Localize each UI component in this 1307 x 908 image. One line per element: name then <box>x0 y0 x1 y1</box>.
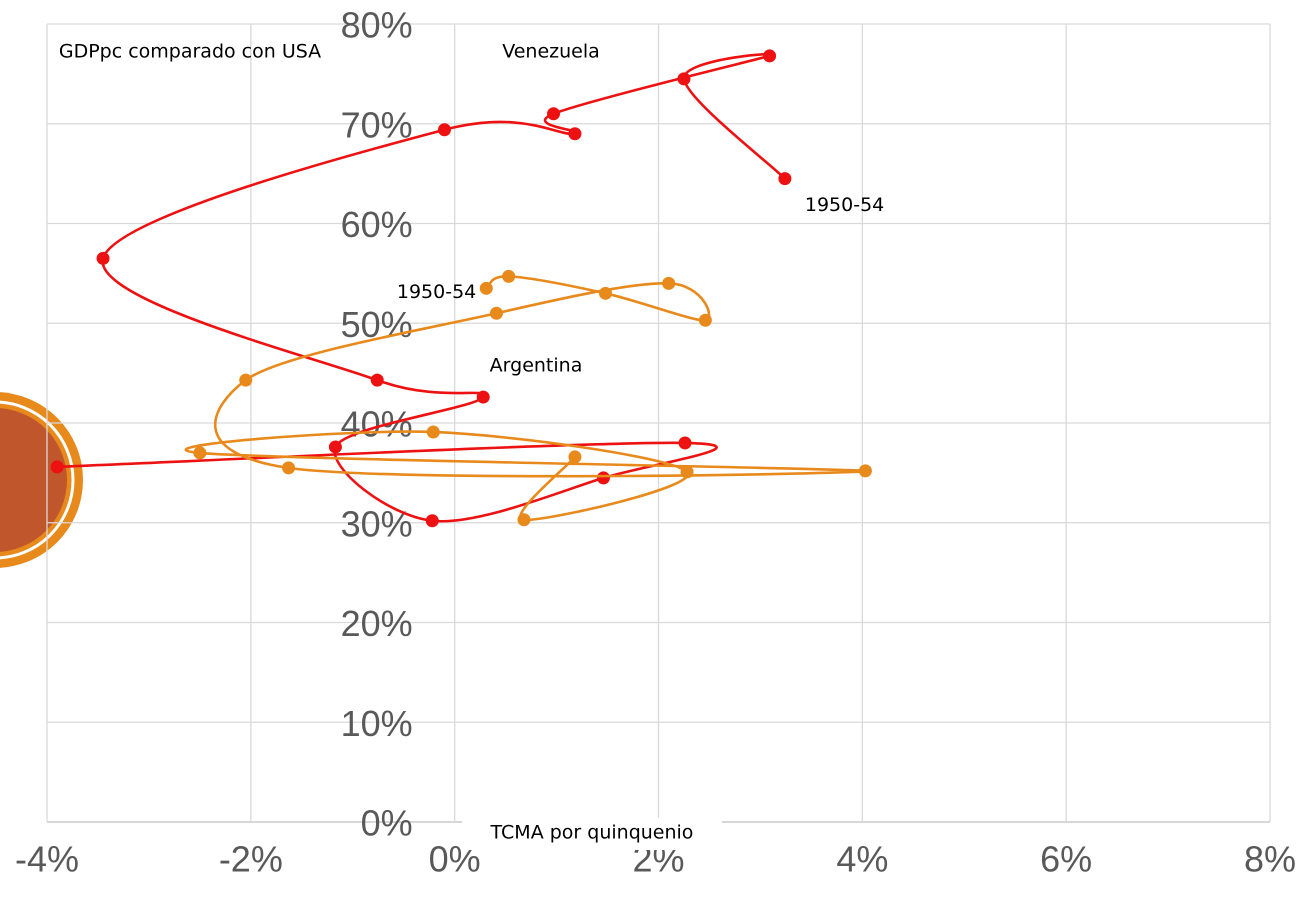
point <box>50 460 64 474</box>
point <box>568 127 582 141</box>
point <box>547 107 561 121</box>
x-tick-label: -4% <box>15 839 79 880</box>
point <box>698 313 712 327</box>
point <box>763 49 777 63</box>
point <box>502 269 516 283</box>
series-label: Venezuela <box>502 41 600 63</box>
point <box>426 425 440 439</box>
point <box>858 464 872 478</box>
point <box>328 440 342 454</box>
point <box>96 251 110 265</box>
point <box>425 514 439 528</box>
decor-circle <box>0 392 83 568</box>
point <box>596 471 610 485</box>
y-tick-label: 10% <box>341 703 413 744</box>
y-axis-title: GDPpc comparado con USA <box>59 41 321 63</box>
point <box>239 373 253 387</box>
y-tick-label: 60% <box>341 204 413 245</box>
point <box>193 446 207 460</box>
point <box>282 461 296 475</box>
series-label: Argentina <box>490 355 583 377</box>
label-bg <box>462 818 722 850</box>
point <box>517 513 531 527</box>
point <box>662 276 676 290</box>
x-tick-label: 4% <box>836 839 888 880</box>
point <box>678 436 692 450</box>
point <box>568 450 582 464</box>
point <box>680 465 694 479</box>
point <box>599 286 613 300</box>
x-axis-title: TCMA por quinquenio <box>490 822 694 844</box>
point <box>677 72 691 86</box>
x-tick-label: 8% <box>1244 839 1296 880</box>
x-tick-label: -2% <box>219 839 283 880</box>
y-tick-label: 0% <box>361 803 413 844</box>
point <box>489 306 503 320</box>
point <box>479 281 493 295</box>
start-label: 1950-54 <box>397 281 476 303</box>
y-tick-label: 40% <box>341 404 413 445</box>
y-tick-label: 80% <box>341 5 413 46</box>
y-tick-label: 30% <box>341 503 413 544</box>
point <box>476 390 490 404</box>
point <box>437 123 451 137</box>
start-label: 1950-54 <box>805 194 884 216</box>
point <box>778 172 792 186</box>
y-tick-label: 70% <box>341 104 413 145</box>
y-tick-label: 20% <box>341 603 413 644</box>
x-tick-label: 6% <box>1040 839 1092 880</box>
series-line <box>184 275 867 522</box>
point <box>370 373 384 387</box>
